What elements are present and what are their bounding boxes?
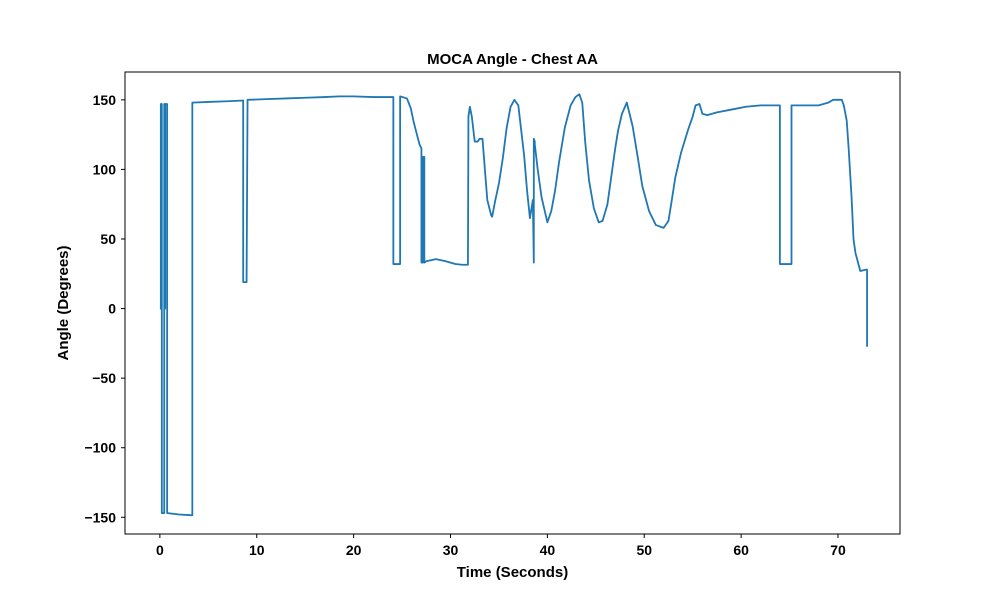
- y-tick-label: −150: [84, 509, 116, 525]
- y-tick-label: 150: [93, 92, 117, 108]
- y-tick-label: 50: [100, 231, 116, 247]
- x-tick-label: 30: [443, 542, 459, 558]
- x-tick-label: 50: [636, 542, 652, 558]
- x-tick-label: 60: [733, 542, 749, 558]
- x-tick-label: 40: [540, 542, 556, 558]
- x-axis-label: Time (Seconds): [457, 564, 568, 581]
- x-tick-label: 70: [830, 542, 846, 558]
- x-tick-label: 0: [156, 542, 164, 558]
- y-axis-label: Angle (Degrees): [55, 245, 72, 360]
- x-tick-label: 10: [249, 542, 265, 558]
- y-tick-label: 100: [93, 161, 117, 177]
- y-tick-label: −100: [84, 440, 116, 456]
- y-tick-label: 0: [108, 301, 116, 317]
- x-tick-label: 20: [346, 542, 362, 558]
- axes-frame: [124, 71, 901, 535]
- y-tick-label: −50: [92, 370, 116, 386]
- series-line-0: [159, 93, 868, 517]
- plot-area: [159, 93, 868, 517]
- chart-title: MOCA Angle - Chest AA: [427, 51, 598, 68]
- axes: 0 10 20 30 40 50 60 70 −150 −100 −50 0 50 100 150: [84, 71, 901, 558]
